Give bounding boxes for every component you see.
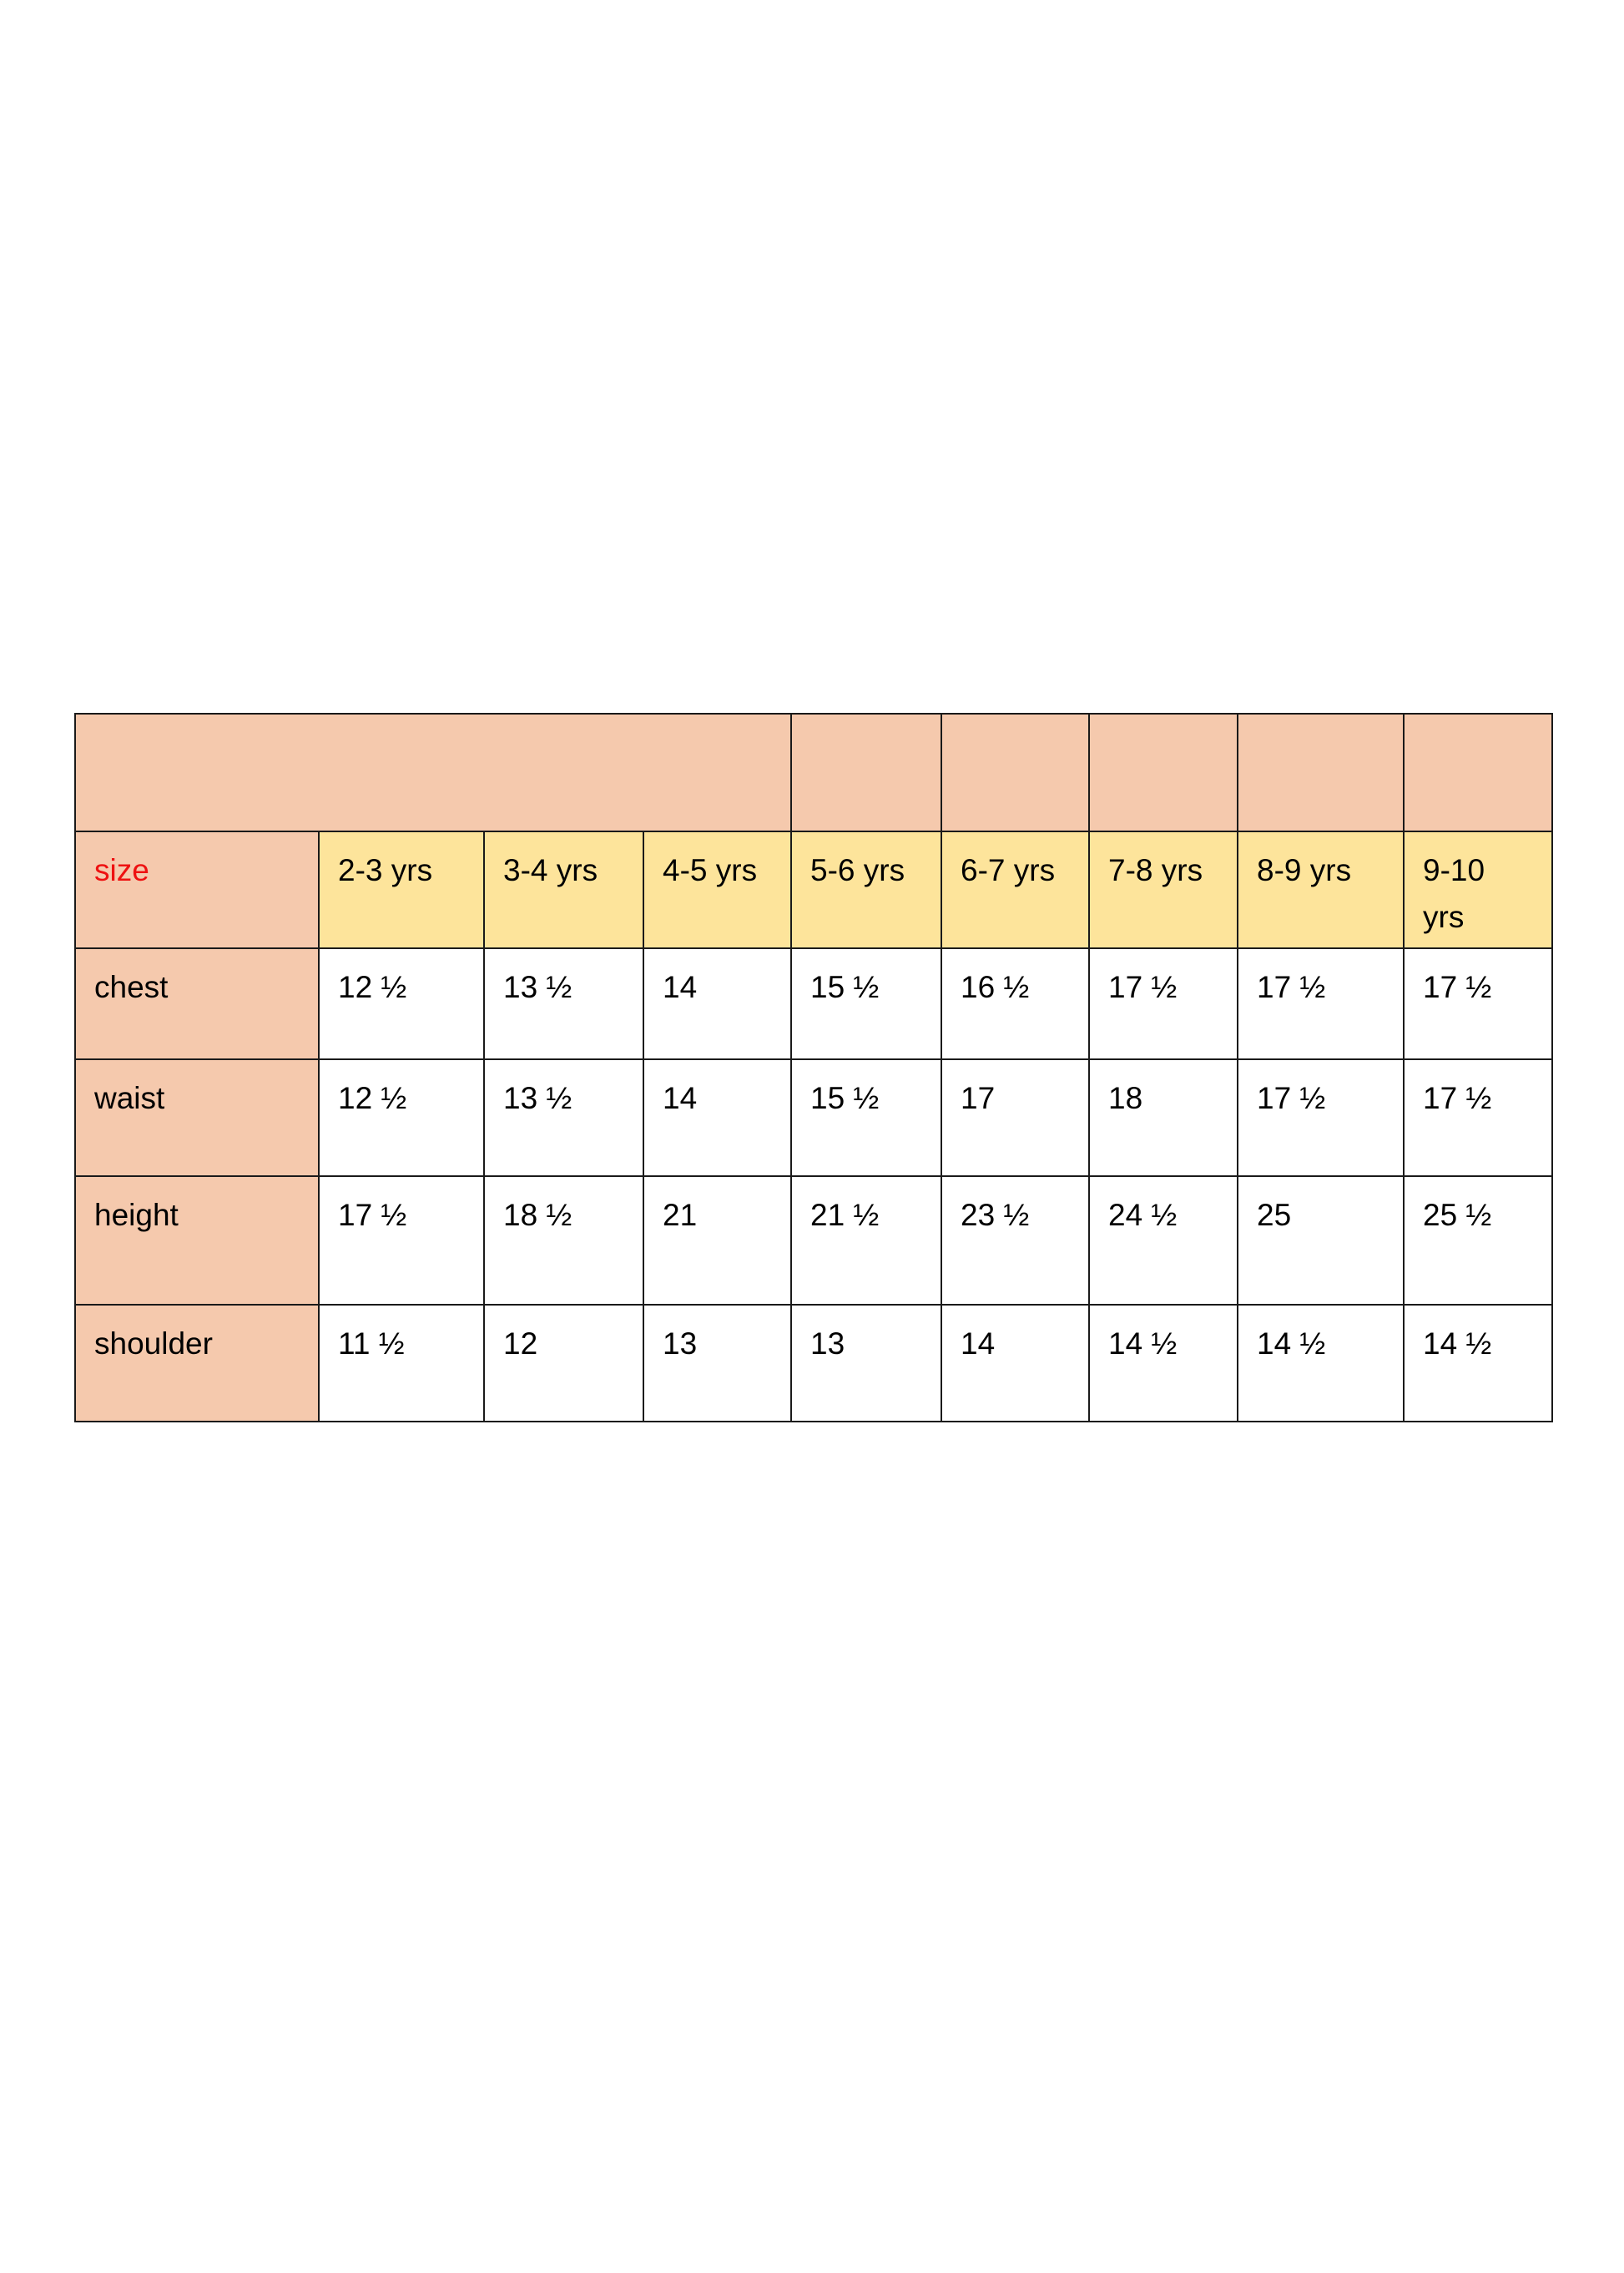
table-cell: 15 ½ bbox=[790, 1058, 942, 1177]
table-cell: 13 ½ bbox=[483, 1058, 644, 1177]
table-cell: 12 bbox=[483, 1304, 644, 1422]
table-cell: 17 bbox=[941, 1058, 1090, 1177]
row-label: chest bbox=[74, 947, 320, 1060]
size-cell: 6-7 yrs bbox=[941, 831, 1090, 949]
table-cell: 14 ½ bbox=[1088, 1304, 1238, 1422]
table-cell: 18 bbox=[1088, 1058, 1238, 1177]
size-cell: 5-6 yrs bbox=[790, 831, 942, 949]
size-cell: 4-5 yrs bbox=[643, 831, 792, 949]
table-cell: 21 bbox=[643, 1175, 792, 1306]
header-cell bbox=[790, 713, 942, 832]
size-cell: 9-10 yrs bbox=[1403, 831, 1553, 949]
table-cell: 13 bbox=[790, 1304, 942, 1422]
size-chart-table: size 2-3 yrs 3-4 yrs 4-5 yrs 5-6 yrs 6-7… bbox=[74, 713, 1553, 1422]
size-cell: 3-4 yrs bbox=[483, 831, 644, 949]
table-cell: 17 ½ bbox=[1237, 947, 1405, 1060]
table-cell: 12 ½ bbox=[318, 947, 485, 1060]
table-cell: 17 ½ bbox=[1237, 1058, 1405, 1177]
table-row: height 17 ½ 18 ½ 21 21 ½ 23 ½ 24 ½ 25 25… bbox=[74, 1175, 1553, 1306]
row-label: waist bbox=[74, 1058, 320, 1177]
header-cell bbox=[74, 713, 792, 832]
row-label: height bbox=[74, 1175, 320, 1306]
table-cell: 15 ½ bbox=[790, 947, 942, 1060]
table-cell: 16 ½ bbox=[941, 947, 1090, 1060]
table-row: shoulder 11 ½ 12 13 13 14 14 ½ 14 ½ 14 ½ bbox=[74, 1304, 1553, 1422]
table-cell: 14 bbox=[643, 1058, 792, 1177]
table-cell: 14 ½ bbox=[1237, 1304, 1405, 1422]
table-cell: 18 ½ bbox=[483, 1175, 644, 1306]
table-cell: 14 bbox=[643, 947, 792, 1060]
table-cell: 14 ½ bbox=[1403, 1304, 1553, 1422]
table-cell: 12 ½ bbox=[318, 1058, 485, 1177]
row-label: shoulder bbox=[74, 1304, 320, 1422]
table-cell: 23 ½ bbox=[941, 1175, 1090, 1306]
table-cell: 25 ½ bbox=[1403, 1175, 1553, 1306]
table-cell: 21 ½ bbox=[790, 1175, 942, 1306]
table-row: waist 12 ½ 13 ½ 14 15 ½ 17 18 17 ½ 17 ½ bbox=[74, 1058, 1553, 1177]
size-label: size bbox=[74, 831, 320, 949]
header-cell bbox=[1237, 713, 1405, 832]
size-cell: 8-9 yrs bbox=[1237, 831, 1405, 949]
table-cell: 13 ½ bbox=[483, 947, 644, 1060]
table-cell: 24 ½ bbox=[1088, 1175, 1238, 1306]
header-cell bbox=[941, 713, 1090, 832]
table-cell: 17 ½ bbox=[1403, 947, 1553, 1060]
size-row: size 2-3 yrs 3-4 yrs 4-5 yrs 5-6 yrs 6-7… bbox=[74, 831, 1553, 949]
table-cell: 25 bbox=[1237, 1175, 1405, 1306]
table-cell: 17 ½ bbox=[1403, 1058, 1553, 1177]
header-cell bbox=[1403, 713, 1553, 832]
table-cell: 17 ½ bbox=[318, 1175, 485, 1306]
size-cell: 2-3 yrs bbox=[318, 831, 485, 949]
header-row bbox=[74, 713, 1553, 832]
table-cell: 14 bbox=[941, 1304, 1090, 1422]
table-cell: 13 bbox=[643, 1304, 792, 1422]
table-cell: 17 ½ bbox=[1088, 947, 1238, 1060]
table-row: chest 12 ½ 13 ½ 14 15 ½ 16 ½ 17 ½ 17 ½ 1… bbox=[74, 947, 1553, 1060]
table-cell: 11 ½ bbox=[318, 1304, 485, 1422]
size-cell: 7-8 yrs bbox=[1088, 831, 1238, 949]
header-cell bbox=[1088, 713, 1238, 832]
